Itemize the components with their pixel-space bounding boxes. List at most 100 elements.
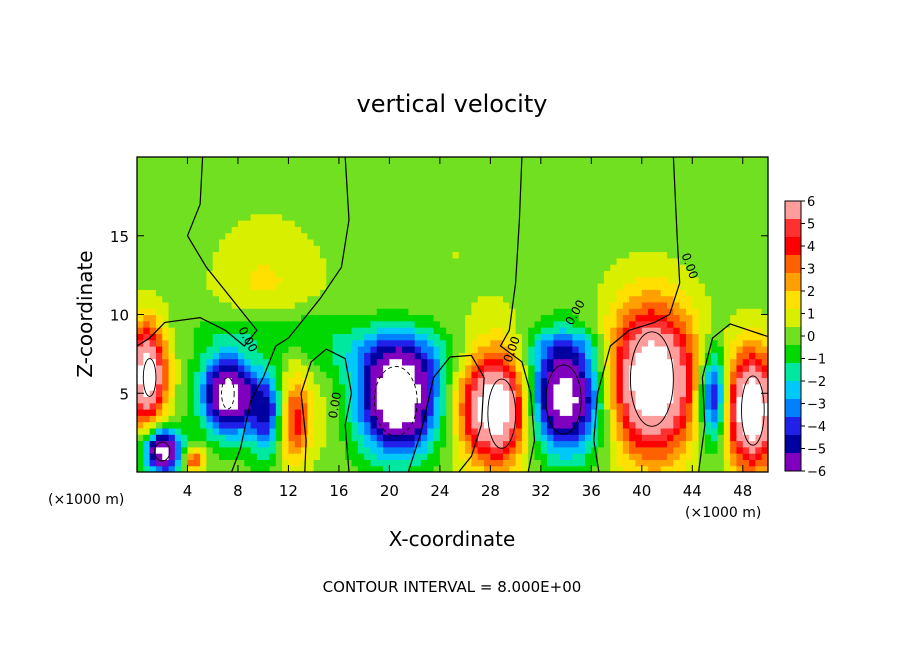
heat-cell <box>162 453 170 460</box>
heat-cell <box>174 245 182 253</box>
heat-cell <box>370 257 378 265</box>
heat-cell <box>155 320 163 328</box>
heat-cell <box>534 459 542 467</box>
heat-cell <box>288 327 296 334</box>
heat-cell <box>641 333 649 341</box>
heat-cell <box>749 346 756 353</box>
heat-cell <box>250 396 258 404</box>
heat-cell <box>294 390 302 397</box>
heat-cell <box>597 421 605 429</box>
heat-cell <box>528 289 536 297</box>
heat-cell <box>660 434 668 442</box>
heat-cell <box>200 409 208 416</box>
heat-cell <box>749 364 756 372</box>
heat-cell <box>698 226 706 234</box>
heat-cell <box>755 175 763 183</box>
heat-cell <box>673 194 681 202</box>
heat-cell <box>730 352 738 360</box>
heat-cell <box>433 245 441 253</box>
heat-cell <box>566 251 573 259</box>
heat-cell <box>244 194 252 202</box>
heat-cell <box>244 327 252 334</box>
heat-cell <box>730 194 738 202</box>
heat-cell <box>219 453 226 460</box>
heat-cell <box>212 301 220 309</box>
heat-cell <box>730 283 738 290</box>
heat-cell <box>155 188 163 196</box>
heat-cell <box>427 314 435 322</box>
heat-cell <box>585 276 592 284</box>
heat-cell <box>237 169 245 177</box>
heat-cell <box>237 289 245 297</box>
heat-cell <box>515 465 523 472</box>
heat-cell <box>206 358 214 366</box>
heat-cell <box>717 453 725 460</box>
heat-cell <box>622 251 630 259</box>
heat-cell <box>648 333 656 341</box>
heat-cell <box>749 339 756 347</box>
heat-cell <box>736 289 744 297</box>
heat-cell <box>673 339 681 347</box>
heat-cell <box>749 320 756 328</box>
heat-cell <box>446 213 454 221</box>
heat-cell <box>698 270 706 278</box>
heat-cell <box>193 163 201 171</box>
heat-cell <box>635 402 643 410</box>
heat-cell <box>269 283 277 290</box>
heat-cell <box>585 283 592 290</box>
heat-cell <box>717 245 725 253</box>
heat-cell <box>181 289 189 297</box>
heat-cell <box>521 396 529 404</box>
heat-cell <box>351 346 359 353</box>
heat-cell <box>250 295 258 303</box>
heat-cell <box>673 440 681 448</box>
heat-cell <box>307 339 315 347</box>
heat-cell <box>427 238 435 246</box>
heat-cell <box>351 459 359 467</box>
heat-cell <box>490 434 498 442</box>
heat-cell <box>723 194 731 202</box>
heat-cell <box>420 440 428 448</box>
heat-cell <box>496 301 504 309</box>
heat-cell <box>749 238 756 246</box>
heat-cell <box>534 339 542 347</box>
heat-cell <box>313 314 321 322</box>
heat-cell <box>193 364 201 372</box>
heat-cell <box>515 232 523 240</box>
heat-cell <box>414 415 422 423</box>
heat-cell <box>465 283 473 290</box>
heat-cell <box>439 238 447 246</box>
heat-cell <box>471 320 479 328</box>
heat-cell <box>326 213 334 221</box>
heat-cell <box>313 188 321 196</box>
heat-cell <box>181 396 189 404</box>
heat-cell <box>357 226 365 234</box>
heat-cell <box>761 396 768 404</box>
heat-cell <box>294 295 302 303</box>
heat-cell <box>357 364 365 372</box>
heat-cell <box>685 301 693 309</box>
heat-cell <box>610 364 618 372</box>
heat-cell <box>446 383 454 391</box>
heat-cell <box>168 270 176 278</box>
heat-cell <box>200 314 208 322</box>
heat-cell <box>357 320 365 328</box>
heat-cell <box>692 377 700 385</box>
heat-cell <box>509 232 517 240</box>
heat-cell <box>338 232 346 240</box>
heat-cell <box>667 333 674 341</box>
heat-cell <box>200 289 208 297</box>
heat-cell <box>629 314 637 322</box>
heat-cell <box>181 308 189 316</box>
heat-cell <box>168 352 176 360</box>
heat-cell <box>711 446 719 454</box>
heat-cell <box>635 346 643 353</box>
heat-cell <box>269 257 277 265</box>
heat-cell <box>383 194 390 202</box>
heat-cell <box>717 352 725 360</box>
heat-cell <box>275 320 283 328</box>
heat-cell <box>572 308 580 316</box>
heat-cell <box>654 257 662 265</box>
heat-cell <box>206 270 214 278</box>
heat-cell <box>307 175 315 183</box>
